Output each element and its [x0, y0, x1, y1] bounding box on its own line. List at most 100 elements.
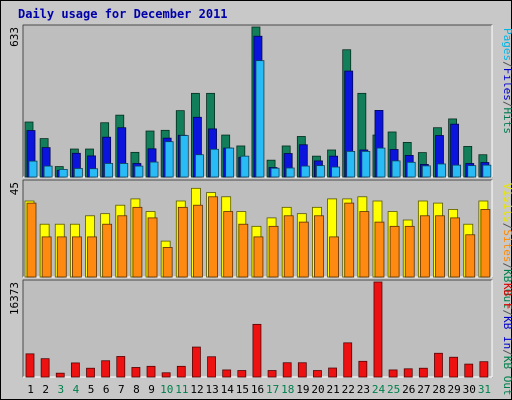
top-bar-pages-day-18: [285, 167, 295, 178]
day-label-21: 21: [327, 383, 340, 396]
bottom-bar-kb-f-day-10: [161, 372, 171, 378]
mid-bar-sites-day-29: [450, 217, 461, 278]
mid-bar-sites-day-24: [374, 221, 385, 278]
mid-bar-sites-day-25: [389, 225, 400, 278]
mid-bar-sites-day-28: [435, 215, 445, 278]
bottom-bar-kb-f-day-11: [176, 365, 186, 378]
top-axis-legend-2: Files: [501, 68, 512, 101]
top-bar-pages-day-13: [210, 148, 219, 178]
day-label-6: 6: [103, 383, 110, 396]
day-label-1: 1: [27, 383, 34, 396]
mid-bar-sites-day-9: [147, 217, 158, 278]
top-bar-pages-day-11: [179, 135, 189, 178]
day-label-29: 29: [448, 383, 461, 396]
day-label-27: 27: [417, 383, 430, 396]
mid-axis-legend-4: KB Out: [501, 269, 512, 309]
mid-bar-sites-day-13: [208, 196, 218, 278]
bottom-axis-legend: KB F/KB In/KB Out: [501, 283, 512, 396]
mid-bar-sites-day-30: [465, 234, 476, 278]
top-bar-pages-day-28: [437, 163, 446, 178]
top-bar-pages-day-2: [43, 165, 53, 178]
mid-bar-sites-day-15: [238, 223, 249, 278]
day-label-15: 15: [236, 383, 249, 396]
top-bar-pages-day-15: [240, 155, 250, 178]
bottom-bar-kb-f-day-26: [403, 368, 413, 378]
bottom-axis-legend-4: KB Out: [501, 356, 512, 396]
day-label-28: 28: [432, 383, 445, 396]
top-bar-pages-day-6: [104, 163, 114, 178]
top-axis-legend: Pages/Files/Hits: [501, 28, 512, 134]
day-label-11: 11: [175, 383, 188, 396]
mid-bar-sites-day-26: [404, 225, 415, 278]
mid-bar-sites-day-31: [480, 209, 491, 278]
top-bar-pages-day-3: [58, 169, 68, 178]
top-bar-pages-day-31: [482, 164, 492, 178]
mid-bar-sites-day-21: [329, 236, 339, 278]
day-label-3: 3: [58, 383, 65, 396]
bottom-bar-kb-f-day-4: [70, 362, 80, 378]
bottom-bar-kb-f-day-23: [358, 360, 368, 378]
bottom-bar-kb-f-day-9: [146, 365, 156, 378]
top-bar-pages-day-25: [391, 160, 401, 178]
day-label-22: 22: [342, 383, 355, 396]
top-bar-pages-day-5: [89, 168, 98, 178]
mid-bar-sites-day-16: [253, 236, 264, 278]
bottom-bar-kb-f-day-28: [434, 352, 443, 378]
mid-bar-sites-day-20: [314, 215, 324, 278]
day-label-31: 31: [478, 383, 491, 396]
mid-bar-sites-day-6: [102, 223, 113, 278]
top-bar-pages-day-30: [467, 165, 477, 178]
bottom-bar-kb-f-day-16: [252, 323, 262, 378]
mid-bar-sites-day-12: [193, 204, 203, 278]
top-axis-legend-1: /: [501, 61, 512, 68]
bottom-bar-kb-f-day-17: [267, 370, 277, 378]
bottom-bar-kb-f-day-13: [207, 356, 216, 378]
mid-axis-legend-3: /: [501, 263, 512, 270]
day-label-25: 25: [387, 383, 400, 396]
bottom-axis-legend-3: /: [501, 349, 512, 356]
mid-panel: 45 Visits/Sites/KB Out: [8, 179, 512, 309]
bottom-axis-legend-0: KB F: [501, 283, 512, 310]
bottom-bar-kb-f-day-18: [282, 362, 292, 378]
bottom-axis-legend-2: KB In: [501, 316, 512, 349]
day-label-13: 13: [205, 383, 218, 396]
day-label-10: 10: [160, 383, 173, 396]
mid-bar-sites-day-19: [298, 221, 309, 278]
day-label-14: 14: [221, 383, 235, 396]
bottom-axis-legend-1: /: [501, 310, 512, 317]
top-bar-pages-day-14: [225, 147, 235, 178]
top-bar-pages-day-17: [270, 167, 280, 178]
mid-ymax-label: 45: [8, 182, 21, 195]
top-bar-pages-day-22: [346, 151, 356, 178]
bottom-bar-kb-f-day-1: [25, 353, 35, 378]
bottom-bar-kb-f-day-29: [449, 356, 459, 378]
day-label-2: 2: [42, 383, 49, 396]
day-label-30: 30: [463, 383, 476, 396]
mid-bar-sites-day-2: [41, 236, 52, 278]
bottom-bar-kb-f-day-2: [40, 358, 50, 378]
top-bar-pages-day-4: [73, 168, 83, 178]
bottom-bar-kb-f-day-22: [343, 342, 353, 378]
mid-bar-sites-day-18: [283, 215, 294, 278]
day-label-8: 8: [133, 383, 140, 396]
bottom-bar-kb-f-day-15: [237, 370, 247, 378]
day-label-4: 4: [73, 383, 80, 396]
mid-bar-sites-day-14: [223, 211, 234, 278]
mid-bar-sites-day-11: [177, 206, 188, 278]
top-bar-pages-day-29: [452, 164, 462, 178]
day-label-19: 19: [296, 383, 309, 396]
bottom-bar-kb-f-day-6: [101, 360, 111, 378]
bottom-bar-kb-f-day-24: [373, 281, 383, 378]
mid-bar-sites-day-27: [419, 215, 430, 278]
mid-bar-sites-day-7: [117, 215, 128, 278]
mid-axis-legend-1: /: [501, 223, 512, 230]
mid-bar-sites-day-10: [162, 247, 173, 278]
mid-axis-legend: Visits/Sites/KB Out: [501, 183, 512, 309]
day-label-12: 12: [190, 383, 203, 396]
top-bar-pages-day-8: [134, 165, 144, 178]
top-bar-pages-day-10: [164, 141, 174, 178]
mid-bar-sites-day-23: [359, 211, 370, 278]
